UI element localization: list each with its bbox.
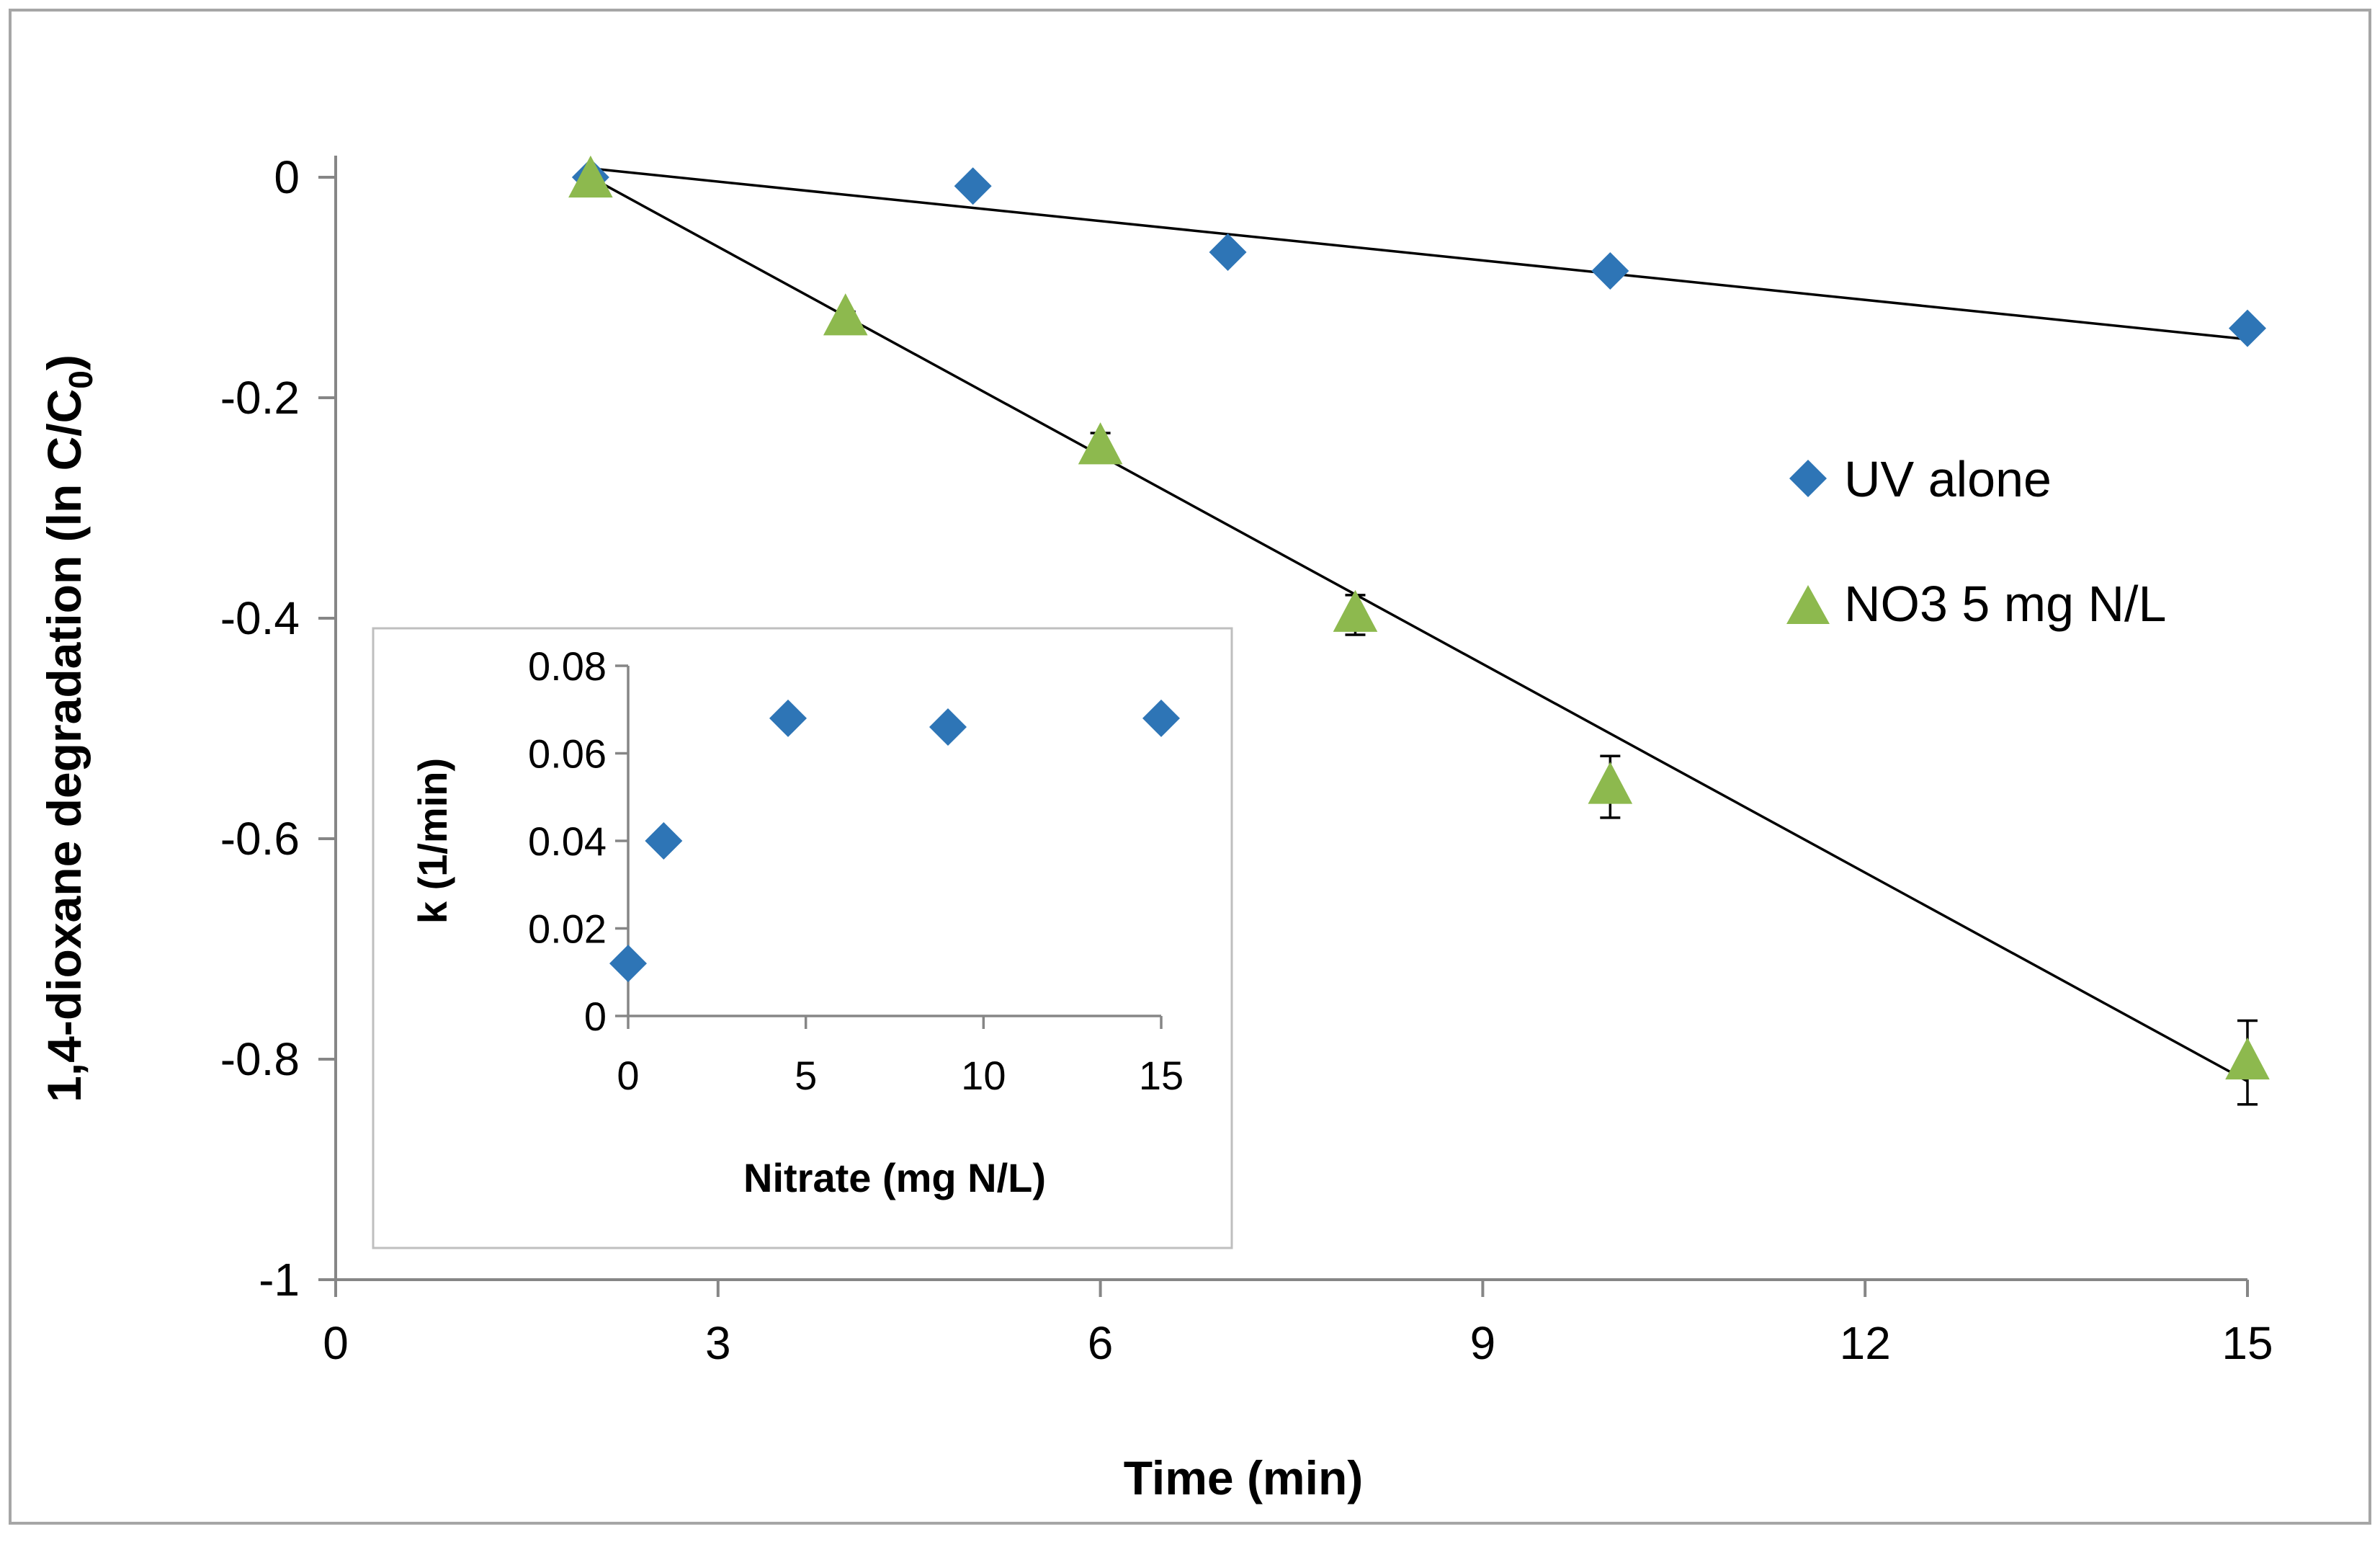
x-axis-title: Time (min)	[1124, 1451, 1363, 1504]
legend-label-uv-alone: UV alone	[1844, 451, 2052, 507]
legend-marker-uv-alone	[1789, 460, 1827, 497]
main-plot: 0 -0.2 -0.4 -0.6 -0.8 -1 0 3 6 9 12 15 Time (min) 1,4…	[37, 151, 2273, 1504]
inset-k-point	[609, 945, 647, 983]
x-tick-label: 12	[1840, 1317, 1891, 1369]
legend-item-no3: NO3 5 mg N/L	[1786, 576, 2166, 632]
inset-x-tick-label: 0	[617, 1053, 639, 1098]
inset-x-axis-title: Nitrate (mg N/L)	[743, 1155, 1046, 1200]
inset-x-tick-label: 5	[795, 1053, 817, 1098]
x-tick-label: 9	[1470, 1317, 1496, 1369]
inset-x-tick-label: 10	[961, 1053, 1006, 1098]
y-tick-label: -0.2	[220, 372, 300, 424]
x-tick-label: 6	[1088, 1317, 1114, 1369]
inset-k-point	[929, 708, 967, 746]
no3-point	[823, 293, 868, 336]
no3-point	[1078, 422, 1123, 465]
legend: UV alone NO3 5 mg N/L	[1786, 451, 2166, 632]
x-tick-label: 0	[323, 1317, 349, 1369]
y-tick-label: -1	[259, 1254, 300, 1306]
x-tick-label: 3	[705, 1317, 731, 1369]
inset-border	[372, 627, 1233, 1249]
inset-y-tick-label: 0.02	[528, 906, 607, 952]
inset-y-tick-label: 0.06	[528, 731, 607, 777]
inset-y-axis-title: k (1/min)	[410, 758, 455, 924]
trendline-series-0	[590, 167, 2248, 341]
legend-marker-no3	[1786, 585, 1830, 624]
inset-plot: 0 0.02 0.04 0.06 0.08 0 5 10 15 Nitrate (mg N/L) k…	[410, 643, 1184, 1200]
uv-alone-point	[954, 167, 992, 205]
no3-point	[568, 155, 613, 198]
uv-alone-point	[1591, 252, 1629, 290]
y-tick-label: 0	[274, 151, 300, 203]
uv-alone-point	[1209, 233, 1247, 272]
inset-k-point	[645, 822, 683, 860]
uv-alone-point	[2229, 309, 2266, 347]
no3-point	[1588, 762, 1633, 804]
no3-point	[2225, 1037, 2270, 1080]
legend-label-no3: NO3 5 mg N/L	[1844, 576, 2166, 632]
legend-item-uv-alone: UV alone	[1789, 451, 2052, 507]
inset-x-tick-label: 15	[1139, 1053, 1184, 1098]
x-tick-label: 15	[2222, 1317, 2273, 1369]
y-axis-title: 1,4-dioxane degradation (ln C/C0)	[37, 355, 99, 1102]
inset-y-tick-label: 0.08	[528, 643, 607, 689]
trendline-series-1	[590, 176, 2248, 1083]
inset-y-tick-label: 0	[584, 994, 607, 1039]
y-tick-label: -0.6	[220, 813, 300, 865]
inset-k-point	[769, 699, 807, 737]
no3-point	[1333, 589, 1378, 632]
y-tick-label: -0.8	[220, 1033, 300, 1085]
inset-k-point	[1142, 699, 1180, 737]
inset-y-tick-label: 0.04	[528, 819, 607, 864]
y-tick-label: -0.4	[220, 592, 300, 644]
